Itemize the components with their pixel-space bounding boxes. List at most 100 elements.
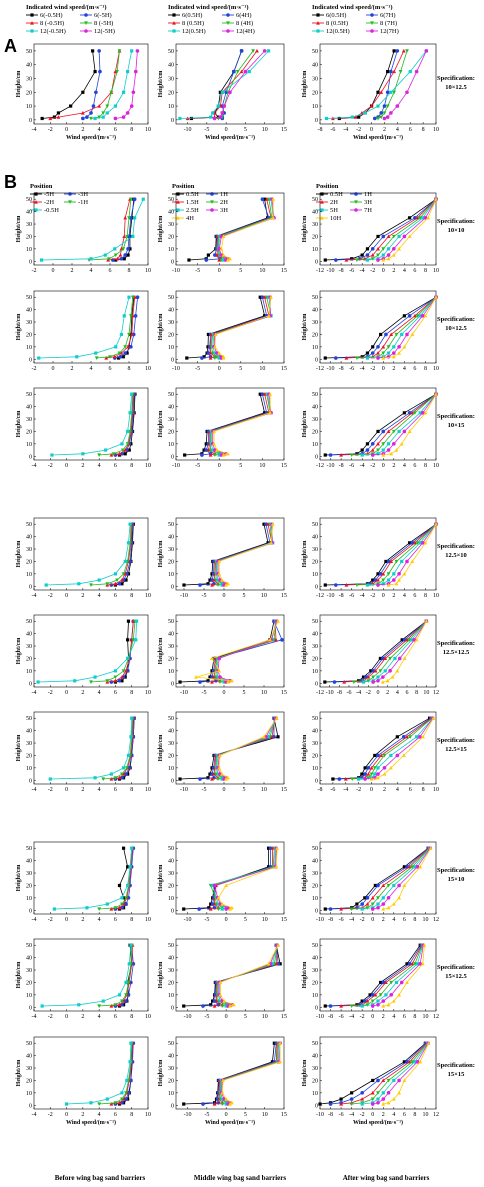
- y-axis-label: Height/cm: [158, 216, 164, 243]
- data-point-1H: [197, 907, 201, 911]
- x-tick-label: 10: [145, 690, 151, 696]
- data-point-5H: [360, 907, 364, 911]
- data-point-4H: [217, 571, 222, 576]
- data-point-10H: [418, 1059, 423, 1064]
- x-tick-label: -4: [32, 690, 37, 696]
- series-line-4H: [213, 394, 271, 456]
- x-tick-label: 6: [403, 917, 406, 923]
- data-point-10H: [397, 992, 401, 997]
- data-point-4H: [226, 680, 230, 684]
- data-point-8 (0.5H): [353, 115, 358, 119]
- data-point-10H: [385, 678, 390, 683]
- y-tick-label: 40: [168, 210, 174, 216]
- data-point-1.5H: [208, 453, 213, 457]
- y-tick-label: 10: [168, 669, 174, 675]
- data-point--0.5H: [97, 578, 101, 582]
- data-point-2H: [342, 680, 347, 684]
- data-point--2H: [129, 332, 134, 337]
- data-point-10H: [381, 356, 386, 360]
- data-point--5H: [121, 355, 125, 359]
- x-tick-label: 15: [281, 917, 287, 923]
- data-point-0.5H: [376, 572, 380, 576]
- data-point--1H: [113, 675, 118, 680]
- data-point-1H: [201, 1102, 205, 1106]
- data-point-8 (-0.5H): [48, 116, 53, 121]
- plot-frame: [319, 43, 437, 125]
- x-tick-label: 10: [145, 787, 151, 793]
- data-point--1H: [120, 448, 125, 453]
- x-tick-label: -8: [328, 1112, 333, 1118]
- series-line-0.5H: [183, 524, 269, 586]
- data-point-0.5H: [182, 907, 186, 911]
- x-tick-label: 8: [130, 1112, 133, 1118]
- data-point-12(0.5H): [324, 116, 329, 121]
- data-point-8 (-5H): [101, 111, 106, 115]
- data-point-0.5H: [405, 962, 409, 966]
- data-point-0.5H: [363, 766, 367, 770]
- y-tick-label: 0: [29, 259, 32, 265]
- x-tick-label: 10: [145, 127, 151, 133]
- x-tick-label: 8: [128, 268, 131, 274]
- x-tick-label: 0: [218, 463, 221, 469]
- x-tick-label: -2: [370, 366, 375, 372]
- series-line-0.5H: [186, 297, 266, 359]
- data-point-2H: [344, 583, 349, 587]
- data-point-3H: [355, 583, 359, 588]
- y-tick-label: 20: [312, 559, 318, 565]
- data-point-10H: [382, 772, 387, 776]
- y-tick-label: 30: [312, 871, 318, 877]
- y-tick-label: 10: [312, 104, 318, 110]
- y-tick-label: 10: [26, 572, 32, 578]
- data-point-12(4H): [212, 116, 217, 121]
- data-point--0.5H: [113, 669, 118, 673]
- x-tick-label: -2: [360, 917, 365, 923]
- series-line-3H: [217, 524, 273, 586]
- y-tick-label: 0: [29, 1103, 32, 1109]
- data-point-4H: [213, 332, 218, 337]
- x-tick-label: -4: [32, 787, 37, 793]
- data-point-5H: [413, 865, 417, 869]
- x-tick-label: 10: [145, 917, 151, 923]
- data-point-7H: [421, 411, 425, 415]
- x-tick-label: -10: [172, 366, 180, 372]
- data-point-0.5H: [211, 999, 215, 1003]
- x-tick-label: -8: [339, 268, 344, 274]
- data-point--1H: [94, 356, 99, 361]
- data-point-6(7H): [395, 49, 400, 53]
- data-point-8 (0.5H): [239, 69, 244, 74]
- series-line-1H: [330, 1042, 426, 1105]
- series-line-10H: [371, 718, 434, 780]
- data-point--3H: [135, 295, 140, 300]
- data-point-2H: [216, 907, 221, 912]
- data-point-12(0.5H): [266, 49, 271, 53]
- x-tick-label: -10: [327, 268, 335, 274]
- x-tick-label: 0: [371, 1112, 374, 1118]
- data-point--0.5H: [129, 735, 133, 739]
- legend-marker: [172, 29, 176, 33]
- data-point-2H: [216, 583, 220, 588]
- data-point-10H: [420, 961, 425, 966]
- data-point-2H: [218, 680, 222, 685]
- series-line-0.5H: [324, 620, 427, 683]
- data-point-7H: [386, 1091, 391, 1095]
- data-point-0.5H: [376, 429, 380, 434]
- panel-b-row-3-col-3: -12 -10 -8 -6 -4 -2 0 2 4 6 8 10 0 10 20 30 40 50 Height/c…: [302, 387, 439, 469]
- data-point-3H: [391, 429, 396, 434]
- y-tick-label: 20: [26, 332, 32, 338]
- x-tick-label: 10: [259, 268, 265, 274]
- x-tick-label: -6: [349, 463, 354, 469]
- x-tick-label: -4: [32, 127, 37, 133]
- y-tick-label: 20: [168, 980, 174, 986]
- x-tick-label: 15: [281, 268, 287, 274]
- y-tick-label: 50: [168, 846, 174, 852]
- panel-b-row-6-col-2: -10 -5 0 5 10 15 0 10 20 30 40 50 Height/cm: [158, 711, 287, 793]
- y-tick-label: 50: [168, 197, 174, 203]
- plot-frame: [175, 1036, 285, 1110]
- x-tick-label: 5: [239, 268, 242, 274]
- data-point-12(-5H): [131, 90, 136, 95]
- data-point-1H: [360, 902, 364, 906]
- data-point-10H: [418, 864, 423, 869]
- x-tick-label: 4: [396, 690, 399, 696]
- x-tick-label: 2: [81, 690, 84, 696]
